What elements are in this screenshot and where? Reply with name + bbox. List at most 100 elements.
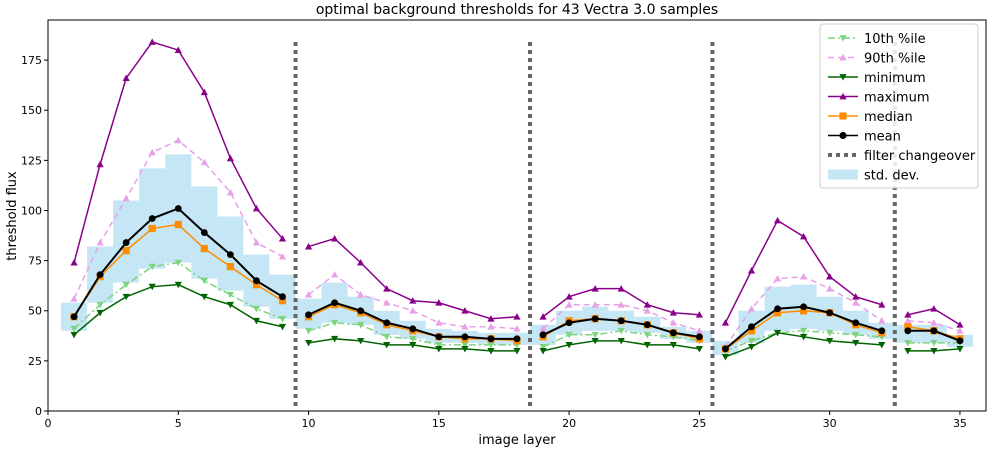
data-point <box>70 325 78 333</box>
data-point <box>904 323 912 331</box>
data-point <box>409 335 417 343</box>
data-point <box>226 291 234 299</box>
y-axis-ticks: 0 25 50 75 100 125 150 175 <box>21 54 48 418</box>
legend-label: std. dev. <box>864 169 919 184</box>
data-point <box>800 303 808 311</box>
data-point <box>383 299 391 306</box>
legend-marker <box>839 35 847 42</box>
data-point <box>747 337 756 345</box>
data-point <box>226 263 234 271</box>
data-point <box>748 323 755 331</box>
data-point <box>878 341 886 349</box>
data-point <box>878 301 886 308</box>
plot-frame <box>47 19 987 412</box>
legend-label: 90th %ile <box>864 52 926 67</box>
data-point <box>852 319 860 327</box>
y-tick-label: 100 <box>21 204 42 217</box>
data-point <box>904 339 912 347</box>
data-point <box>148 215 156 222</box>
data-point <box>956 321 964 328</box>
data-point <box>461 323 469 330</box>
data-point <box>435 333 443 341</box>
data-point <box>565 293 573 300</box>
data-point <box>565 331 573 339</box>
y-tick-label: 25 <box>28 355 42 368</box>
data-point <box>695 311 703 318</box>
data-point <box>513 313 521 320</box>
data-point <box>461 341 469 349</box>
data-point <box>122 281 130 289</box>
data-point <box>226 188 234 196</box>
data-point <box>904 347 912 355</box>
data-point <box>591 301 599 308</box>
data-point <box>174 136 182 144</box>
data-point <box>409 307 417 314</box>
legend-marker <box>839 74 847 81</box>
x-axis-ticks: 0 5 10 15 20 25 30 35 <box>45 411 967 430</box>
data-point <box>461 333 469 341</box>
data-point <box>357 291 365 298</box>
data-point <box>383 341 391 349</box>
data-point <box>435 319 443 326</box>
data-point <box>617 337 625 345</box>
data-point <box>773 329 782 337</box>
legend-box <box>819 23 979 189</box>
legend-label: 10th %ile <box>864 32 926 47</box>
data-point <box>826 285 834 292</box>
x-tick-label: 20 <box>562 417 576 430</box>
data-point <box>304 327 313 335</box>
y-tick-label: 150 <box>21 104 42 117</box>
data-point <box>305 311 312 319</box>
data-point <box>278 323 287 331</box>
data-point <box>96 271 104 279</box>
data-point <box>695 327 703 334</box>
series-mean <box>70 205 964 353</box>
data-point <box>226 154 234 162</box>
data-point <box>800 307 808 315</box>
data-point <box>773 216 782 224</box>
data-point <box>800 333 808 341</box>
data-point <box>174 220 182 229</box>
data-point <box>409 325 417 333</box>
filter-changeover-lines <box>293 42 897 409</box>
data-point <box>747 267 756 274</box>
data-point <box>513 347 521 355</box>
data-point <box>331 335 339 343</box>
data-point <box>357 259 365 266</box>
data-point <box>252 317 261 325</box>
data-point <box>226 251 234 258</box>
legend-marker <box>839 112 847 120</box>
legend-label: median <box>864 110 913 125</box>
data-point <box>800 327 808 335</box>
data-point <box>565 319 573 327</box>
data-point <box>148 283 156 291</box>
data-point <box>357 321 365 329</box>
y-tick-label: 175 <box>21 54 42 67</box>
data-point <box>278 315 287 323</box>
data-point <box>200 293 208 301</box>
x-tick-label: 15 <box>432 417 446 430</box>
data-point <box>435 299 443 306</box>
legend: 10th %ile 90th %ile minimum maximum median me… <box>819 23 979 189</box>
data-point <box>331 319 339 327</box>
data-point <box>643 321 651 329</box>
data-point <box>174 259 182 267</box>
data-point <box>409 341 417 349</box>
data-point <box>383 319 391 327</box>
x-axis-title: image layer <box>478 433 556 448</box>
data-point <box>252 204 261 212</box>
data-point <box>539 347 547 355</box>
data-point <box>800 273 808 280</box>
data-point <box>70 331 78 339</box>
data-point <box>148 263 156 271</box>
x-tick-label: 35 <box>953 417 967 430</box>
data-point <box>565 301 573 308</box>
data-point <box>617 327 625 335</box>
data-point <box>643 341 651 349</box>
data-point <box>617 301 625 308</box>
data-point <box>852 293 860 300</box>
series-lines <box>70 38 964 361</box>
data-point <box>878 327 886 335</box>
data-point <box>956 327 964 334</box>
data-point <box>487 335 495 343</box>
